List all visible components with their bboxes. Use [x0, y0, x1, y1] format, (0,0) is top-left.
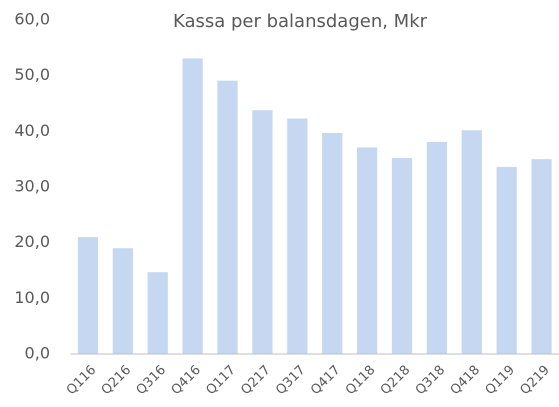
bar: [77, 237, 99, 354]
x-tick-label: Q218: [378, 363, 413, 398]
bar: [461, 130, 482, 354]
x-tick-label: Q117: [203, 363, 238, 398]
bar: [496, 166, 517, 354]
x-tick-label: Q119: [483, 363, 518, 398]
bar: [531, 159, 552, 354]
x-tick-label: Q217: [238, 363, 273, 398]
chart-title: Kassa per balansdagen, Mkr: [173, 11, 428, 32]
bar: [322, 133, 343, 354]
y-tick-label: 40,0: [14, 121, 50, 140]
bar: [391, 158, 413, 354]
x-tick-label: Q417: [308, 363, 343, 398]
bar: [112, 248, 133, 354]
x-tick-label: Q219: [517, 363, 552, 398]
x-tick-label: Q317: [273, 363, 308, 398]
x-tick-label: Q316: [134, 363, 169, 398]
x-tick-label: Q116: [64, 363, 99, 398]
bar: [147, 272, 168, 354]
bar: [426, 141, 447, 354]
y-tick-label: 60,0: [14, 10, 50, 29]
y-tick-label: 10,0: [14, 288, 50, 307]
x-tick-label: Q118: [343, 363, 378, 398]
y-tick-label: 20,0: [14, 232, 50, 251]
bar: [356, 147, 378, 354]
x-tick-label: Q216: [99, 363, 134, 398]
y-tick-label: 0,0: [25, 344, 50, 363]
bar: [217, 80, 238, 354]
x-tick-label: Q416: [169, 363, 204, 398]
bar: [182, 58, 203, 354]
y-tick-label: 30,0: [14, 177, 50, 196]
x-tick-label: Q418: [448, 363, 483, 398]
bar: [252, 110, 273, 355]
y-tick-label: 50,0: [14, 65, 50, 84]
bar: [287, 118, 308, 354]
x-tick-label: Q318: [413, 363, 448, 398]
